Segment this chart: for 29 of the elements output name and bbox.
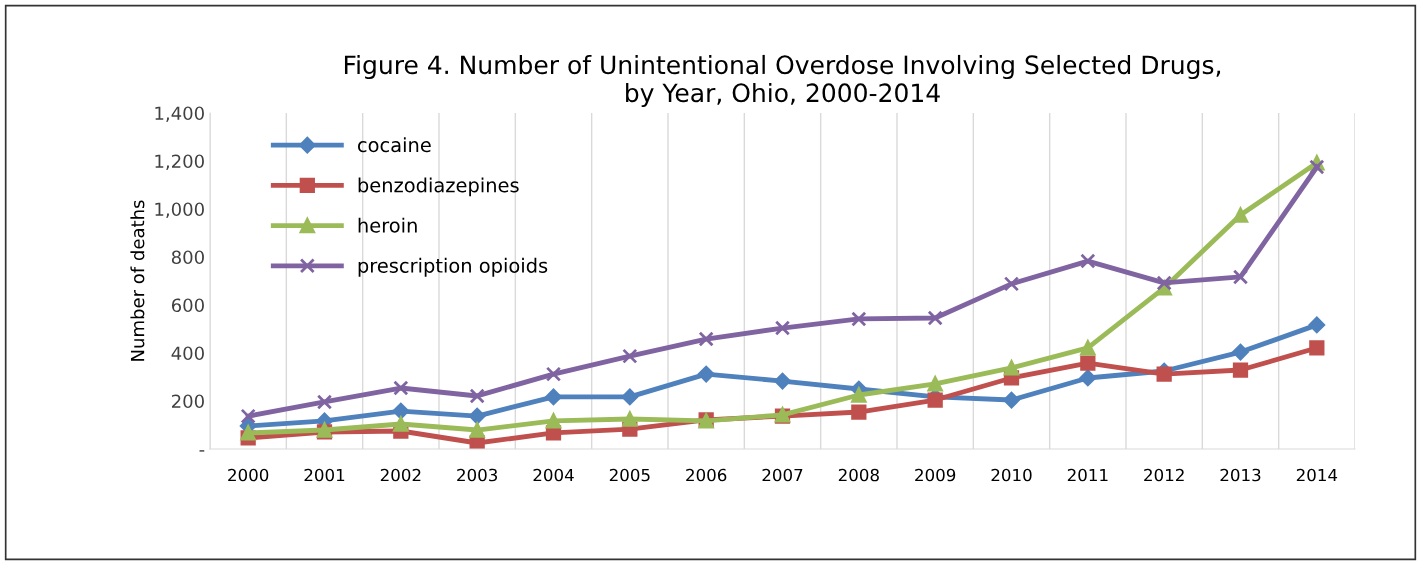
- x-tick-label: 2005: [609, 468, 650, 482]
- x-tick-label: 2012: [1144, 468, 1184, 482]
- legend-label: benzodiazepines: [358, 177, 519, 197]
- x-tick-label: 2002: [380, 468, 421, 482]
- legend-label: cocaine: [357, 137, 431, 153]
- x-tick-label: 2006: [686, 468, 727, 482]
- x-tick-label: 2008: [838, 468, 879, 482]
- y-tick-label: 1,200: [155, 154, 204, 170]
- x-tick-label: 2004: [533, 468, 574, 482]
- chart-title: Figure 4. Number of Unintentional Overdose Involving Selected Drugs, by Year, Ohio, 2000-2014: [344, 54, 1221, 108]
- y-tick-label: 1,000: [155, 202, 204, 218]
- y-tick-label: 800: [171, 250, 204, 265]
- legend-label: heroin: [358, 217, 417, 233]
- x-tick-label: 2009: [915, 468, 956, 482]
- y-tick-label: 1,400: [155, 106, 204, 122]
- x-tick-label: 2001: [304, 468, 345, 482]
- x-tick-label: 2011: [1067, 468, 1108, 482]
- y-axis-title: Number of deaths: [130, 200, 145, 361]
- y-tick-label: 400: [171, 346, 204, 361]
- x-tick-label: 2003: [457, 468, 498, 482]
- x-tick-label: 2007: [762, 468, 803, 482]
- y-tick-label: 200: [172, 394, 204, 409]
- x-tick-label: 2010: [991, 468, 1032, 482]
- y-tick-label: 600: [171, 298, 204, 313]
- x-tick-label: 2013: [1220, 468, 1261, 482]
- y-tick-label: -: [199, 450, 205, 452]
- x-tick-label: 2000: [228, 468, 269, 482]
- legend-label: prescription opioids: [358, 257, 548, 277]
- x-tick-label: 2014: [1296, 468, 1338, 482]
